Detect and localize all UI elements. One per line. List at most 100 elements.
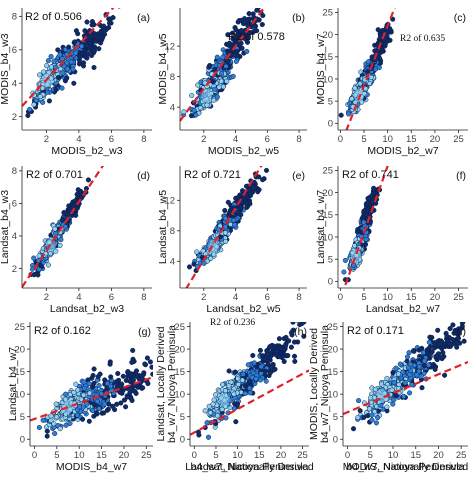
data-point	[416, 364, 422, 370]
data-point	[120, 373, 126, 379]
y-tick-label: 6	[12, 199, 17, 210]
y-axis-title: Landsat_b4_w5	[157, 190, 169, 264]
data-point	[71, 389, 77, 395]
data-point	[366, 406, 372, 412]
x-tick-label: 0	[338, 292, 343, 303]
data-point	[44, 428, 50, 434]
data-point	[219, 71, 225, 77]
data-point	[33, 97, 39, 103]
x-tick-label: 6	[265, 134, 270, 145]
data-point	[439, 339, 445, 345]
data-point	[254, 28, 260, 34]
data-point	[102, 377, 108, 383]
data-point	[222, 230, 228, 236]
data-point	[408, 361, 414, 367]
data-point	[426, 353, 432, 359]
density-core	[353, 88, 364, 103]
x-tick-label: 0	[338, 134, 343, 145]
y-tick-label: 20	[14, 344, 25, 355]
data-point	[73, 28, 79, 34]
data-point	[461, 338, 467, 344]
data-point	[214, 94, 220, 100]
data-point	[107, 361, 113, 367]
panel-tag: (g)	[138, 326, 151, 338]
y-tick-label: 5	[328, 96, 333, 107]
data-point	[77, 54, 83, 60]
data-point	[206, 403, 212, 409]
data-point	[224, 78, 230, 84]
r2-annotation: R2 of 0.236	[210, 317, 255, 328]
data-point	[142, 361, 148, 367]
data-point	[260, 177, 266, 183]
data-point	[292, 358, 298, 364]
data-point	[48, 413, 54, 419]
y-tick-label: 0	[333, 435, 338, 446]
data-point	[72, 39, 78, 45]
data-point	[37, 94, 43, 100]
y-axis-subtitle: b4_w7_Nicoya Peninsula	[166, 325, 178, 443]
data-point	[85, 177, 91, 183]
y-axis-title: Landsat_b4_w7	[7, 347, 19, 421]
data-point	[265, 351, 271, 357]
x-tick-label: 6	[109, 292, 114, 303]
y-tick-label: 10	[327, 389, 338, 400]
regression-line	[22, 166, 105, 288]
data-point	[52, 226, 58, 232]
data-point	[191, 261, 197, 267]
y-tick-label: 20	[174, 344, 185, 355]
data-point	[222, 215, 228, 221]
data-point	[52, 430, 58, 437]
data-point	[422, 358, 428, 364]
data-point	[352, 85, 358, 91]
data-point	[117, 8, 121, 9]
data-point	[226, 368, 232, 374]
data-point	[407, 372, 413, 378]
data-point	[86, 418, 92, 424]
x-tick-label: 20	[430, 134, 441, 145]
x-axis-title: Landsat_b2_w7	[366, 303, 440, 315]
panel-tag: (i)	[457, 326, 466, 338]
data-point	[91, 366, 97, 372]
data-point	[243, 36, 249, 42]
data-point	[235, 209, 241, 215]
data-point	[246, 11, 252, 17]
data-point	[263, 378, 269, 384]
y-tick-label: 0	[20, 435, 25, 446]
data-point	[71, 80, 77, 86]
data-point	[234, 48, 240, 55]
x-tick-label: 8	[296, 292, 301, 303]
y-tick-label: 25	[14, 322, 25, 333]
data-point	[223, 238, 229, 244]
x-axis-title: Landsat_b2_w3	[50, 303, 124, 315]
data-point	[125, 369, 131, 375]
panel-tag: (c)	[454, 12, 466, 24]
data-point	[429, 349, 435, 355]
data-point	[68, 59, 74, 65]
data-point	[397, 361, 403, 367]
data-point	[91, 380, 97, 386]
y-axis-title: MODIS_b4_w3	[0, 33, 11, 104]
data-point	[45, 262, 51, 268]
data-point	[57, 242, 63, 248]
data-point	[125, 394, 131, 400]
x-tick-label: 4	[76, 292, 81, 303]
data-point	[256, 187, 262, 193]
data-point	[226, 383, 232, 389]
data-point	[194, 249, 200, 255]
y-tick-label: 4	[12, 79, 17, 90]
data-point	[427, 334, 433, 340]
y-tick-label: 0	[328, 119, 333, 130]
data-point	[346, 111, 352, 117]
data-point	[365, 59, 372, 65]
data-point	[193, 112, 199, 118]
data-point	[245, 16, 251, 23]
data-point	[364, 69, 371, 75]
y-tick-label: 20	[322, 30, 333, 41]
data-point	[226, 40, 233, 46]
data-point	[220, 54, 226, 60]
data-point	[247, 390, 253, 396]
data-point	[208, 255, 214, 261]
scatter-panel-5: 2 4 6 8 4 8 12 Landsat_b2_w5 Landsat_b4_w5 R2 of …	[157, 166, 307, 315]
data-point	[110, 15, 116, 21]
